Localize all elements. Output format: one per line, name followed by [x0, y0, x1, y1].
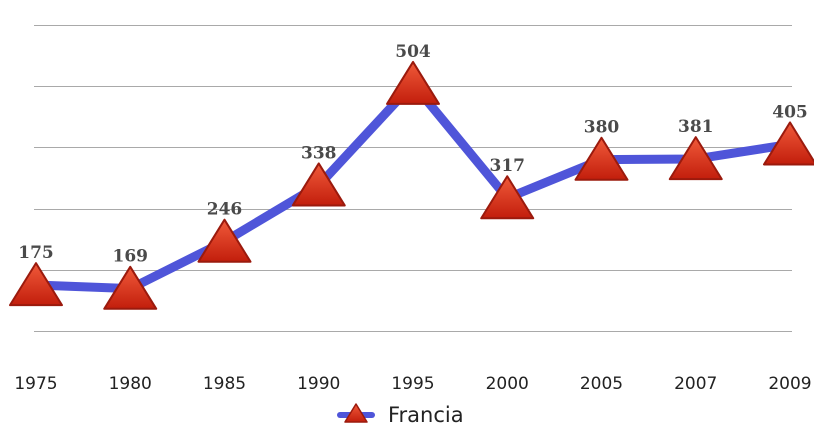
point-marker-2007 [668, 136, 723, 181]
x-tick-label-1990: 1990 [297, 374, 340, 394]
point-marker-1995 [386, 60, 440, 105]
point-marker-2009 [763, 121, 814, 166]
legend-triangle-icon [344, 403, 368, 423]
data-label-1995: 504 [395, 42, 431, 62]
point-marker-1990 [291, 162, 346, 207]
x-axis-tick-labels: 1975 1980 1985 1990 1995 2000 2005 2007 2009 [14, 374, 811, 394]
point-marker-2000 [480, 175, 535, 220]
x-tick-label-1980: 1980 [109, 374, 152, 394]
point-marker-1985 [197, 218, 252, 263]
x-tick-label-2007: 2007 [674, 374, 717, 394]
series-francia [31, 76, 795, 294]
legend: Francia [337, 403, 464, 427]
data-label-2007: 381 [678, 117, 714, 137]
data-label-2009: 405 [772, 102, 808, 122]
point-marker-2005 [574, 136, 629, 181]
data-label-2000: 317 [490, 156, 526, 176]
series-markers [9, 60, 814, 310]
data-labels: 175 169 246 338 504 317 380 381 405 [18, 42, 808, 267]
x-tick-label-1985: 1985 [203, 374, 246, 394]
x-tick-label-1995: 1995 [391, 374, 434, 394]
x-tick-label-2000: 2000 [486, 374, 529, 394]
point-marker-1975 [9, 262, 63, 307]
data-label-1990: 338 [301, 143, 337, 163]
x-tick-label-2009: 2009 [768, 374, 811, 394]
x-tick-label-1975: 1975 [14, 374, 57, 394]
data-label-1980: 169 [113, 247, 149, 267]
series-line-francia [31, 76, 795, 294]
data-label-1985: 246 [207, 200, 243, 220]
legend-label-francia: Francia [388, 403, 464, 427]
data-label-1975: 175 [18, 243, 54, 263]
x-tick-label-2005: 2005 [580, 374, 623, 394]
point-marker-1980 [103, 265, 158, 310]
data-label-2005: 380 [584, 118, 620, 138]
